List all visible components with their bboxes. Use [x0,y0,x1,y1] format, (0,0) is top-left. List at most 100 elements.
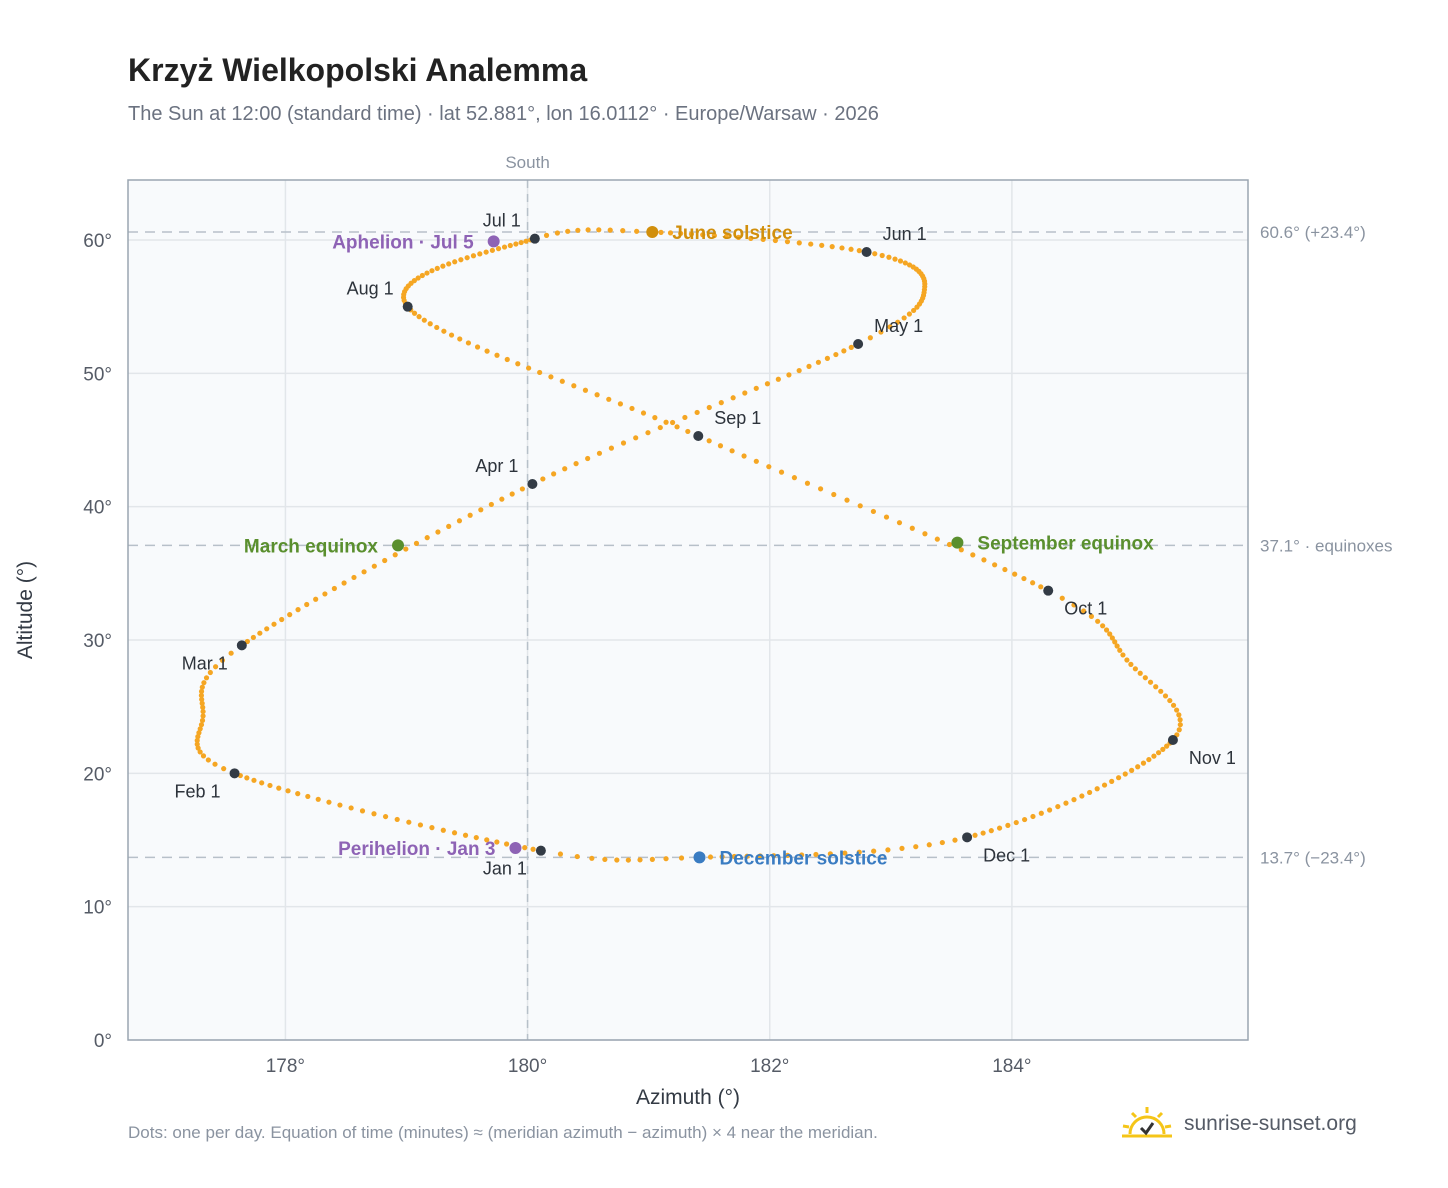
sun-logo-icon [1122,1107,1172,1138]
day-dot [523,238,529,244]
day-dot [440,827,446,833]
event-marker [951,536,964,549]
day-dot [212,664,219,670]
day-dot [434,265,440,271]
day-dot [886,254,892,260]
month-label: Jul 1 [483,211,521,231]
day-dot [406,819,412,825]
day-dot [827,851,833,857]
day-dot [452,259,458,265]
day-dot [813,851,819,858]
day-dot [276,785,282,791]
day-dot [645,430,651,436]
day-dot [244,775,250,781]
day-dot [602,856,608,863]
day-dot [207,669,213,676]
event-label: June solstice [672,223,792,244]
day-dot [551,471,557,477]
brand-text: sunrise-sunset.org [1184,1112,1357,1135]
day-dot [808,241,814,247]
day-dot [760,236,766,243]
day-dot [1107,631,1113,637]
y-tick-label: 40° [83,498,112,519]
day-dot [786,372,792,378]
day-dot [1047,807,1053,813]
month-label: Dec 1 [983,845,1030,865]
day-dot [1167,697,1173,704]
day-dot [287,612,293,618]
month-label: May 1 [874,316,923,336]
day-dot [394,816,400,823]
day-dot [315,796,321,802]
day-dot [1103,627,1110,633]
day-dot [322,591,328,597]
day-dot [1135,764,1141,770]
day-dot [429,268,435,274]
day-dot [778,469,785,475]
day-dot [199,700,205,706]
month-marker [1167,735,1178,745]
day-dot [791,475,798,481]
day-dot [1128,661,1134,667]
day-dot [885,847,891,853]
day-dot [657,424,663,431]
day-dot [1021,575,1027,582]
day-dot [922,531,928,537]
chart-title: Krzyż Wielkopolski Analemma [128,52,588,88]
month-label: Sep 1 [714,408,761,428]
day-dot [458,257,464,263]
day-dot [285,788,291,794]
day-dot [1095,618,1101,624]
day-dot [257,630,263,636]
event-marker [487,235,500,248]
day-dot [764,381,771,387]
brand-logo[interactable]: sunrise-sunset.org [1120,1102,1357,1146]
day-dot [295,791,301,797]
day-dot [1079,793,1085,799]
month-label: Feb 1 [175,781,221,801]
day-dot [465,340,472,346]
day-dot [484,348,490,354]
day-dot [634,228,640,234]
day-dot [700,232,706,238]
day-dot [585,227,591,233]
month-marker [1043,585,1054,596]
day-dot [341,580,347,586]
day-dot [518,239,524,246]
day-dot [1147,679,1154,685]
day-dot [488,501,494,508]
day-dot [658,229,664,235]
day-dot [607,227,613,233]
day-dot [199,684,205,690]
day-dot [819,242,825,248]
day-dot [419,272,425,279]
day-dot [596,450,603,456]
day-dot [878,329,884,335]
day-dot [742,390,748,396]
day-dot [871,848,877,854]
day-dot [606,396,612,402]
day-dot [557,851,564,857]
event-label: March equinox [244,536,379,557]
month-label: Oct 1 [1064,599,1107,619]
day-dot [753,458,759,464]
day-dot [652,415,658,421]
day-dot [694,409,700,416]
day-dot [1146,756,1152,763]
day-dot [499,496,505,502]
day-dot [824,355,830,361]
day-dot [571,383,577,389]
day-dot [515,361,521,367]
day-dot [744,853,750,859]
day-dot [867,335,873,341]
day-dot [478,507,484,513]
day-dot [489,247,495,253]
day-dot [707,854,714,860]
day-dot [1002,566,1008,573]
day-dot [817,486,824,492]
day-dot [348,805,354,811]
day-dot [1022,816,1028,823]
day-dot [887,324,893,330]
axes: 178° 180° 182° 184° 0° 10° 20° 30° 40° 50° 60° Azim… [14,231,1032,1109]
day-dot [841,348,847,354]
